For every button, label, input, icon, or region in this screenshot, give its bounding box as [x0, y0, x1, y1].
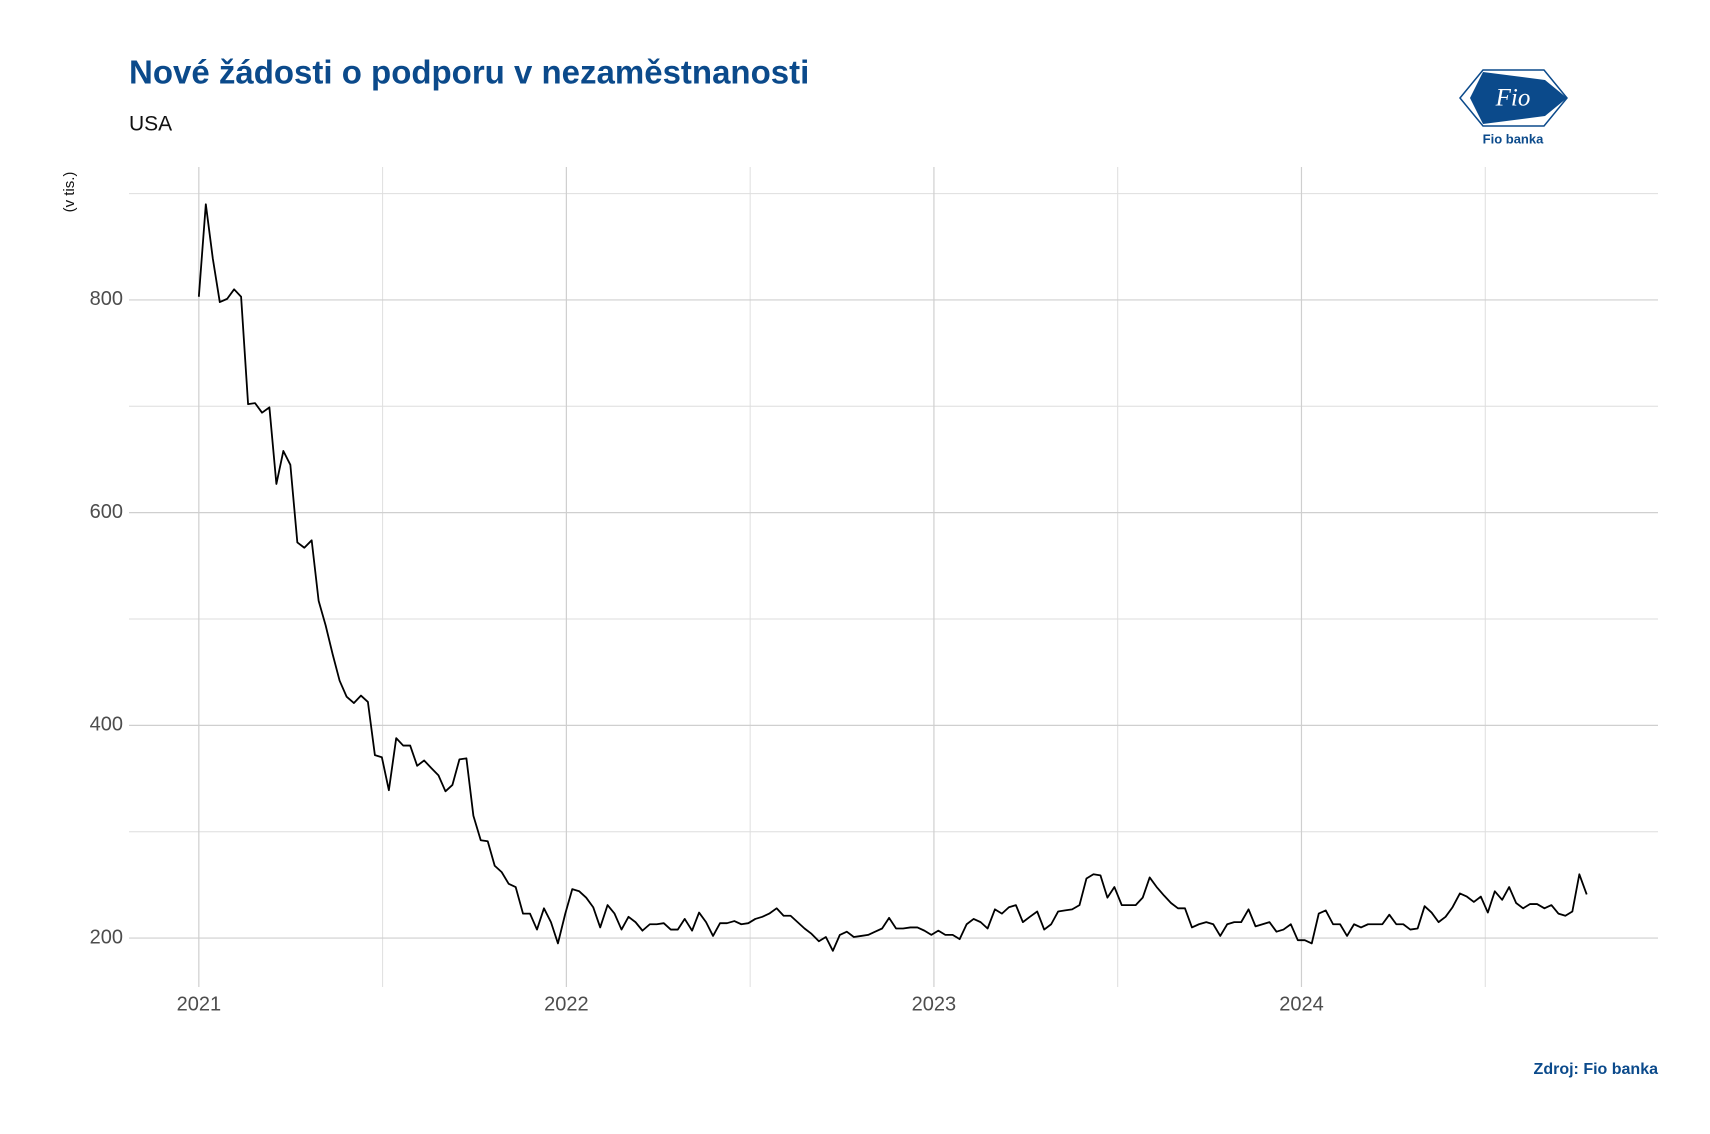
chart-title: Nové žádosti o podporu v nezaměstnanosti	[129, 54, 809, 91]
y-tick-label: 800	[90, 288, 123, 310]
y-tick-label: 400	[90, 714, 123, 736]
x-tick-label: 2022	[544, 993, 589, 1015]
x-tick-label: 2023	[912, 993, 957, 1015]
chart-subtitle: USA	[129, 113, 172, 136]
y-tick-label: 200	[90, 926, 123, 948]
y-tick-label: 600	[90, 501, 123, 523]
logo-mark: Fio	[1495, 85, 1531, 112]
line	[197, 203, 1588, 952]
y-axis-label: (v tis.)	[61, 172, 78, 213]
logo-name: Fio banka	[1483, 131, 1544, 146]
source: Zdroj: Fio banka	[1534, 1061, 1659, 1078]
x-tick-label: 2024	[1279, 993, 1324, 1015]
logo: Fio Fio banka	[1459, 69, 1568, 146]
x-tick-label: 2021	[177, 993, 222, 1015]
logo-flag	[1470, 72, 1567, 124]
